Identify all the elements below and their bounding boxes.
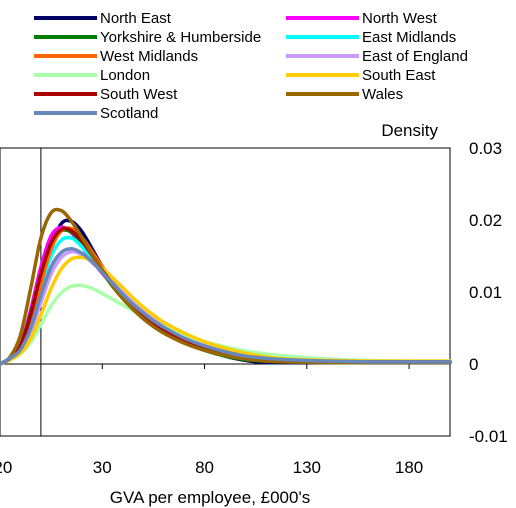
y-tick-label: 0: [469, 355, 478, 374]
legend-label: East Midlands: [362, 29, 456, 46]
legend-label: North West: [362, 10, 438, 27]
x-tick-label: 30: [93, 458, 112, 477]
legend-label: North East: [100, 10, 172, 27]
legend-label: South West: [100, 86, 178, 103]
axis-ticks: -20 30 80 130 180 -0.01 0 0.01 0.02 0.03: [0, 139, 508, 477]
y-tick-label: 0.02: [469, 211, 502, 230]
legend-label: West Midlands: [100, 48, 198, 65]
legend-label: London: [100, 67, 150, 84]
series-line: [0, 207, 452, 366]
series-line: [0, 218, 452, 366]
plot-area: [0, 147, 451, 437]
y-tick-label: -0.01: [469, 427, 508, 446]
legend-label: Yorkshire & Humberside: [100, 29, 261, 46]
legend-label: South East: [362, 67, 436, 84]
x-tick-label: 80: [195, 458, 214, 477]
series-lines: [0, 207, 452, 366]
series-line: [0, 247, 452, 366]
x-tick-label: -20: [0, 458, 12, 477]
y-tick-label: 0.03: [469, 139, 502, 158]
y-tick-label: 0.01: [469, 283, 502, 302]
x-tick-label: 130: [293, 458, 321, 477]
legend-label: Wales: [362, 86, 403, 103]
x-axis-title: GVA per employee, £000's: [110, 488, 310, 507]
legend-label: East of England: [362, 48, 468, 65]
series-line: [0, 255, 452, 366]
legend-label: Scotland: [100, 105, 158, 122]
x-tick-label: 180: [395, 458, 423, 477]
y-axis-title: Density: [381, 121, 438, 140]
legend: North East North West Yorkshire & Humbersi…: [34, 10, 468, 122]
